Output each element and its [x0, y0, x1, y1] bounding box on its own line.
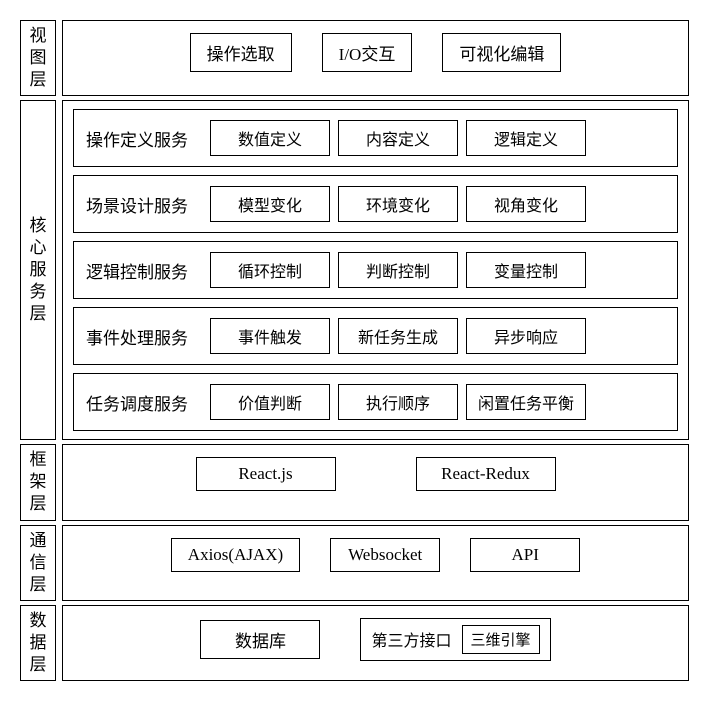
char: 层: [30, 654, 47, 676]
sub-item: 模型变化: [210, 186, 330, 222]
char: 视: [30, 25, 47, 47]
layer-body-comm: Axios(AJAX) Websocket API: [62, 525, 689, 601]
layer-body-data: 数据库 第三方接口 三维引擎: [62, 605, 689, 681]
view-item: I/O交互: [322, 33, 413, 72]
char: 通: [30, 530, 47, 552]
sub-item: 视角变化: [466, 186, 586, 222]
layer-label-core: 核 心 服 务 层: [20, 100, 56, 440]
comm-item: Websocket: [330, 538, 440, 572]
sub-item: 新任务生成: [338, 318, 458, 354]
char: 层: [30, 574, 47, 596]
char: 层: [30, 303, 47, 325]
data-db: 数据库: [200, 620, 320, 659]
view-item: 操作选取: [190, 33, 292, 72]
sub-item: 价值判断: [210, 384, 330, 420]
char: 层: [30, 69, 47, 91]
layer-label-framework: 框 架 层: [20, 444, 56, 520]
char: 图: [30, 47, 47, 69]
service-event-handling: 事件处理服务 事件触发 新任务生成 异步响应: [73, 307, 678, 365]
architecture-diagram: 视 图 层 操作选取 I/O交互 可视化编辑 核 心 服 务 层 操作定义服务 …: [20, 20, 689, 681]
third-party-label: 第三方接口: [371, 627, 451, 651]
layer-data: 数 据 层 数据库 第三方接口 三维引擎: [20, 605, 689, 681]
char: 心: [30, 237, 47, 259]
framework-item: React-Redux: [416, 457, 556, 491]
char: 框: [30, 449, 47, 471]
layer-body-core: 操作定义服务 数值定义 内容定义 逻辑定义 场景设计服务 模型变化 环境变化 视…: [62, 100, 689, 440]
sub-item: 环境变化: [338, 186, 458, 222]
char: 务: [30, 281, 47, 303]
layer-view: 视 图 层 操作选取 I/O交互 可视化编辑: [20, 20, 689, 96]
data-third-party-group: 第三方接口 三维引擎: [360, 618, 550, 661]
layer-core: 核 心 服 务 层 操作定义服务 数值定义 内容定义 逻辑定义 场景设计服务 模…: [20, 100, 689, 440]
comm-item: Axios(AJAX): [171, 538, 300, 572]
service-name: 事件处理服务: [86, 324, 196, 349]
service-name: 场景设计服务: [86, 192, 196, 217]
layer-label-comm: 通 信 层: [20, 525, 56, 601]
char: 数: [30, 610, 47, 632]
sub-item: 变量控制: [466, 252, 586, 288]
engine-box: 三维引擎: [462, 625, 540, 654]
sub-item: 循环控制: [210, 252, 330, 288]
layer-body-view: 操作选取 I/O交互 可视化编辑: [62, 20, 689, 96]
comm-item: API: [470, 538, 580, 572]
char: 据: [30, 632, 47, 654]
service-operation-def: 操作定义服务 数值定义 内容定义 逻辑定义: [73, 109, 678, 167]
sub-item: 判断控制: [338, 252, 458, 288]
char: 服: [30, 259, 47, 281]
layer-body-framework: React.js React-Redux: [62, 444, 689, 520]
service-task-scheduling: 任务调度服务 价值判断 执行顺序 闲置任务平衡: [73, 373, 678, 431]
sub-item: 执行顺序: [338, 384, 458, 420]
char: 层: [30, 493, 47, 515]
sub-item: 异步响应: [466, 318, 586, 354]
service-name: 任务调度服务: [86, 390, 196, 415]
layer-label-data: 数 据 层: [20, 605, 56, 681]
char: 核: [30, 215, 47, 237]
view-item: 可视化编辑: [442, 33, 561, 72]
char: 架: [30, 471, 47, 493]
framework-item: React.js: [196, 457, 336, 491]
char: 信: [30, 552, 47, 574]
sub-item: 闲置任务平衡: [466, 384, 586, 420]
service-scene-design: 场景设计服务 模型变化 环境变化 视角变化: [73, 175, 678, 233]
layer-label-view: 视 图 层: [20, 20, 56, 96]
layer-framework: 框 架 层 React.js React-Redux: [20, 444, 689, 520]
service-name: 操作定义服务: [86, 126, 196, 151]
sub-item: 内容定义: [338, 120, 458, 156]
sub-item: 数值定义: [210, 120, 330, 156]
layer-comm: 通 信 层 Axios(AJAX) Websocket API: [20, 525, 689, 601]
sub-item: 事件触发: [210, 318, 330, 354]
service-name: 逻辑控制服务: [86, 258, 196, 283]
sub-item: 逻辑定义: [466, 120, 586, 156]
service-logic-control: 逻辑控制服务 循环控制 判断控制 变量控制: [73, 241, 678, 299]
